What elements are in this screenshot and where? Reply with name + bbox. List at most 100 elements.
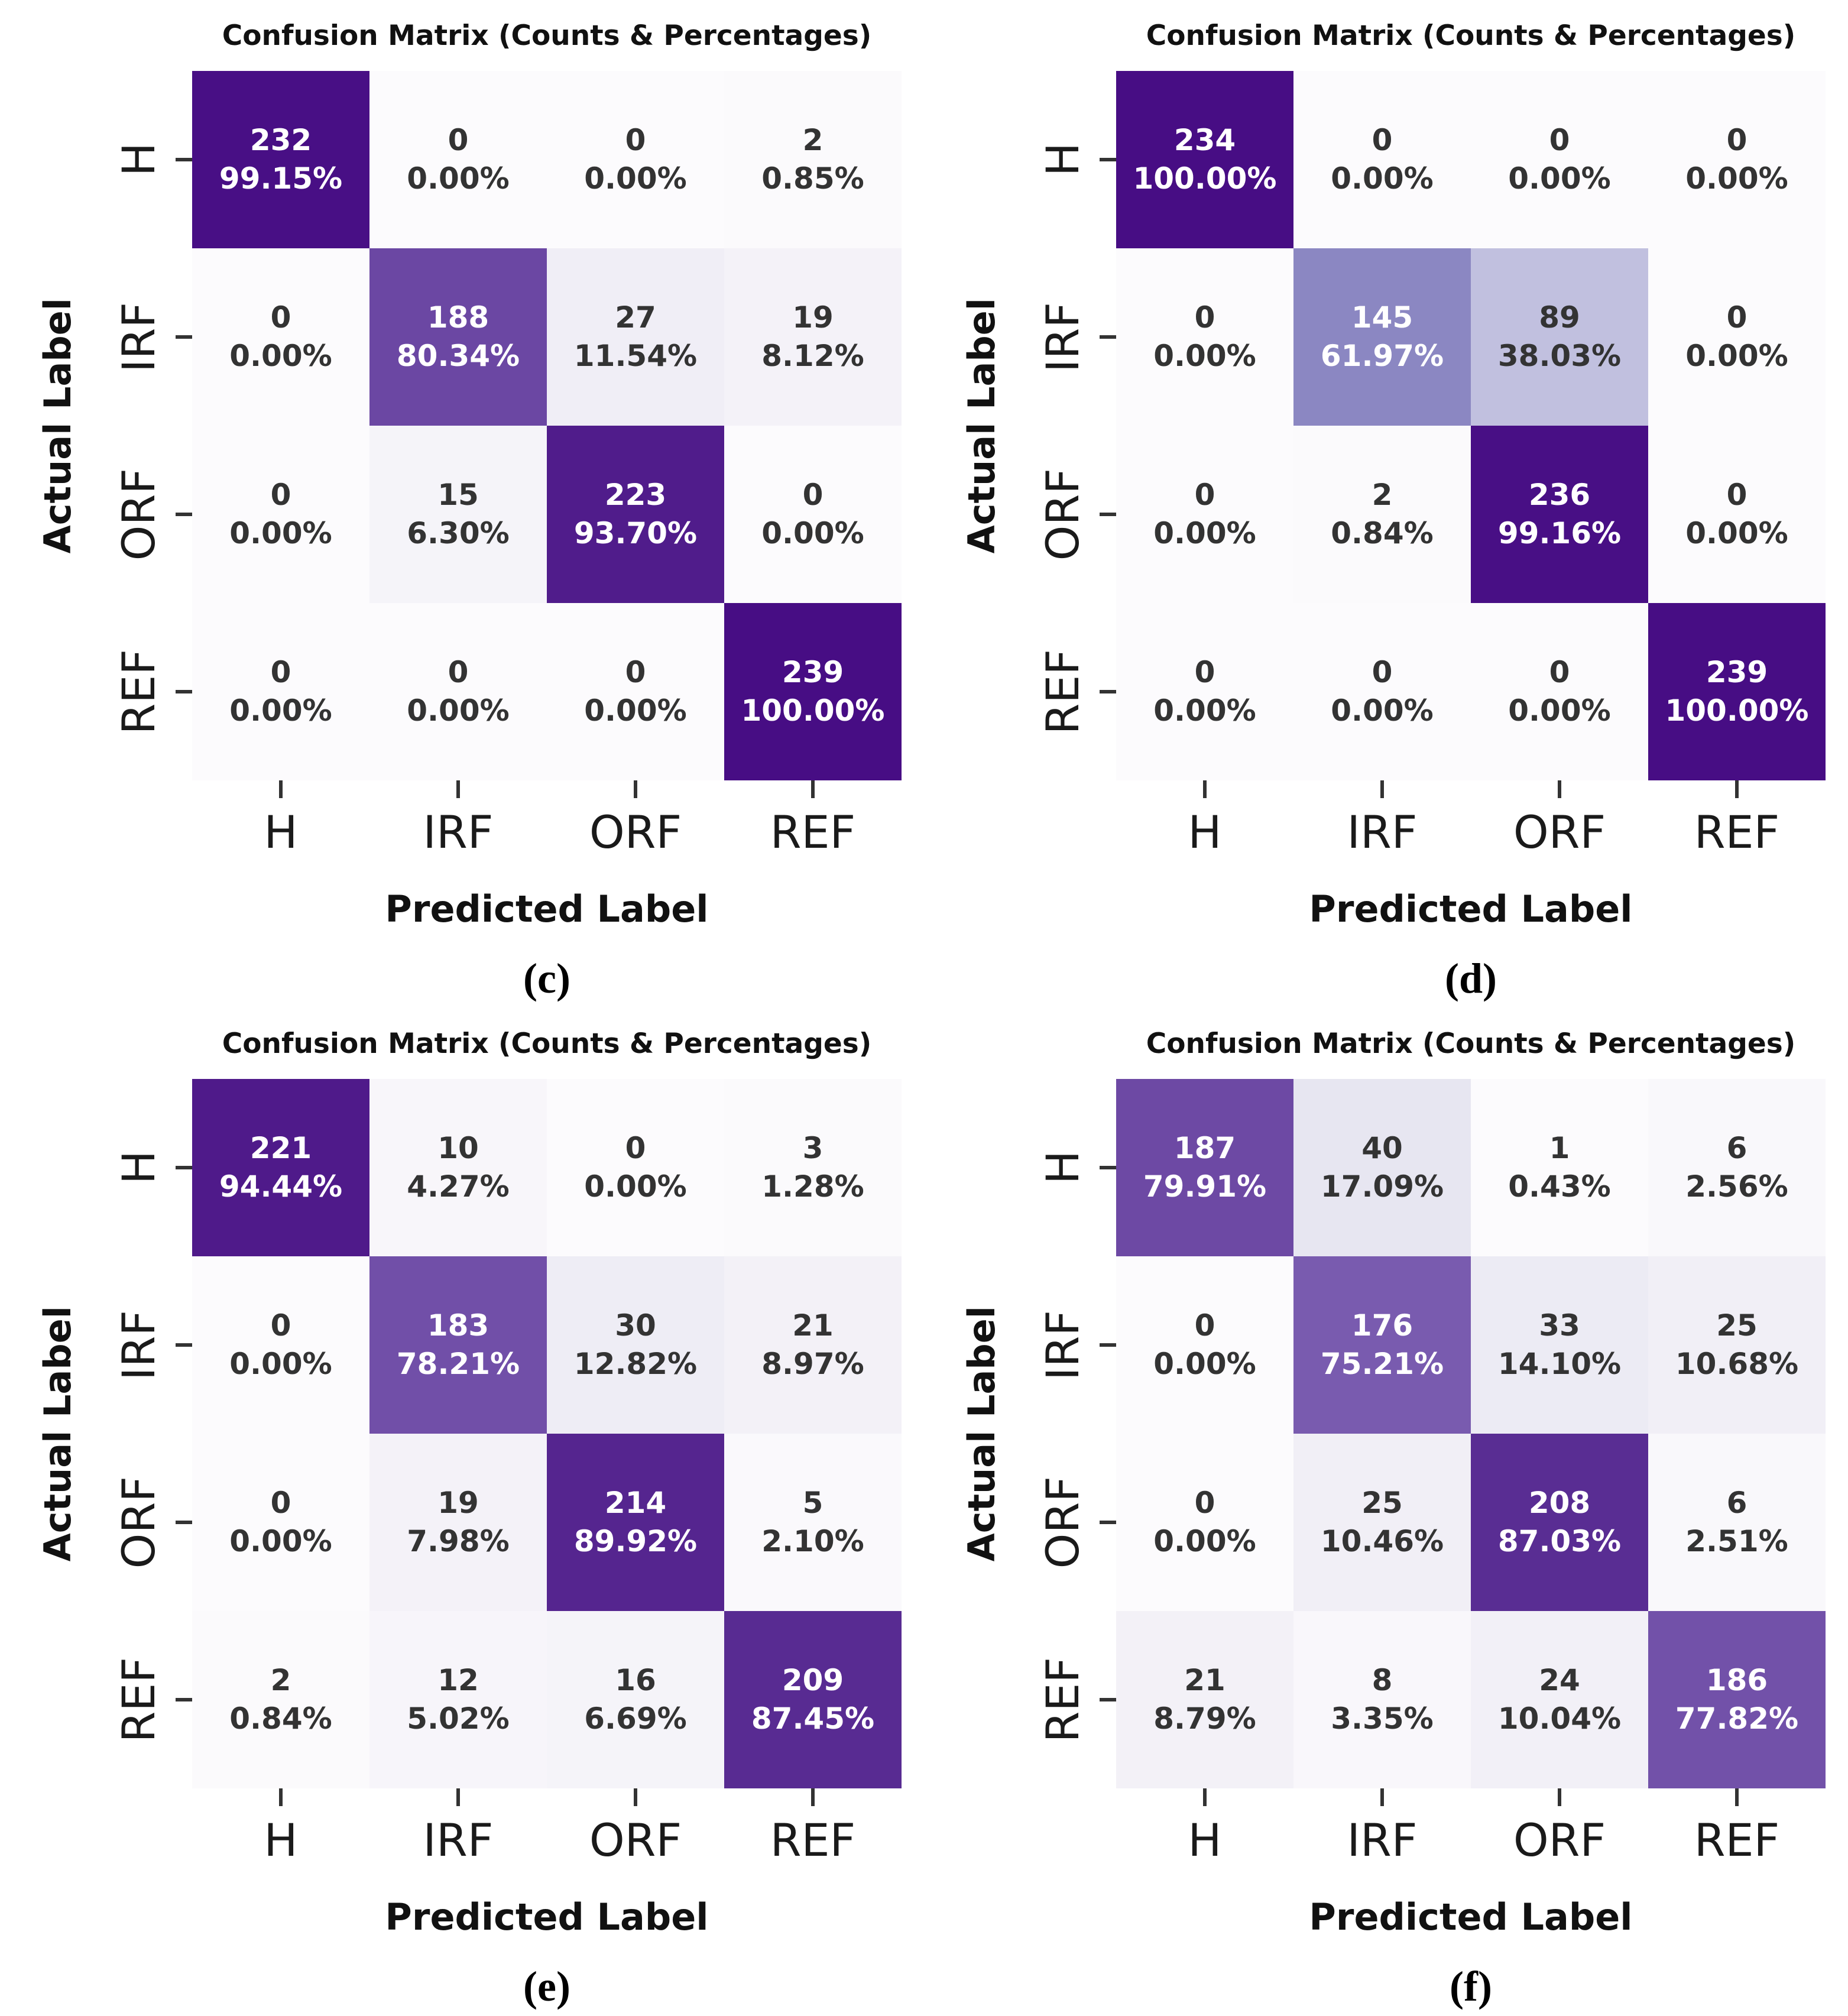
cell-count: 2 — [1372, 478, 1393, 512]
cell-count: 25 — [1361, 1486, 1403, 1520]
x-tick-label: ORF — [1513, 1814, 1606, 1866]
cell-percentage: 61.97% — [1320, 339, 1444, 373]
cell-count: 0 — [1726, 300, 1748, 335]
cell-percentage: 0.00% — [229, 1347, 332, 1381]
cell-count: 6 — [1726, 1486, 1748, 1520]
heatmap-cell: 0 0.00% — [192, 1256, 369, 1434]
x-axis-ticks: H IRF ORF REF — [192, 780, 902, 878]
y-tick-mark — [1100, 1166, 1116, 1169]
heatmap-cell: 8 3.35% — [1293, 1611, 1471, 1788]
heatmap-cell: 24 10.04% — [1471, 1611, 1648, 1788]
cell-count: 12 — [437, 1663, 479, 1697]
heatmap-cell: 0 0.00% — [1116, 1256, 1293, 1434]
chart-title: Confusion Matrix (Counts & Percentages) — [1146, 19, 1796, 52]
x-tick-mark — [279, 1788, 283, 1806]
cell-percentage: 0.00% — [229, 339, 332, 373]
chart-title: Confusion Matrix (Counts & Percentages) — [222, 1027, 872, 1060]
x-tick-label: H — [1188, 806, 1222, 858]
heatmap-cell: 6 2.51% — [1648, 1434, 1826, 1611]
x-tick: IRF — [1293, 1788, 1471, 1886]
cell-percentage: 0.00% — [407, 161, 510, 196]
x-tick: REF — [724, 780, 902, 878]
heatmap-cell: 209 87.45% — [724, 1611, 902, 1788]
cell-count: 0 — [1372, 123, 1393, 157]
x-axis-label: Predicted Label — [1309, 1895, 1633, 1939]
x-tick: ORF — [1471, 780, 1648, 878]
cell-count: 0 — [1549, 123, 1570, 157]
y-tick: H — [83, 71, 192, 248]
heatmap-cell: 221 94.44% — [192, 1079, 369, 1256]
cell-percentage: 0.00% — [407, 693, 510, 728]
cell-count: 27 — [615, 300, 656, 335]
cell-count: 0 — [625, 1131, 646, 1165]
cell-percentage: 0.43% — [1508, 1169, 1611, 1204]
cell-count: 5 — [802, 1486, 824, 1520]
cell-percentage: 0.00% — [1331, 693, 1434, 728]
y-tick-mark — [1100, 1698, 1116, 1701]
panel-caption: (f) — [1450, 1963, 1492, 2010]
cell-count: 176 — [1351, 1308, 1413, 1343]
y-tick: H — [1007, 71, 1116, 248]
y-axis-label-text: Actual Label — [36, 1305, 79, 1562]
heatmap-cell: 0 0.00% — [547, 1079, 724, 1256]
cell-count: 208 — [1528, 1486, 1591, 1520]
cell-count: 221 — [249, 1131, 312, 1165]
cell-percentage: 87.03% — [1497, 1524, 1622, 1558]
cell-percentage: 10.46% — [1320, 1524, 1444, 1558]
y-tick-mark — [1100, 158, 1116, 161]
confusion-matrix-panel-e: Confusion Matrix (Counts & Percentages) … — [0, 1008, 924, 2016]
y-tick-mark — [1100, 1343, 1116, 1347]
y-axis-label: Actual Label — [957, 71, 1007, 780]
cell-percentage: 2.10% — [761, 1524, 864, 1558]
cell-percentage: 5.02% — [407, 1701, 510, 1736]
y-tick-label: IRF — [112, 302, 165, 372]
heatmap-cell: 239 100.00% — [724, 603, 902, 780]
cell-count: 0 — [448, 123, 469, 157]
heatmap-cell: 208 87.03% — [1471, 1434, 1648, 1611]
heatmap-cell: 16 6.69% — [547, 1611, 724, 1788]
y-tick-label: ORF — [112, 468, 165, 561]
x-tick-mark — [811, 1788, 815, 1806]
cell-percentage: 6.30% — [407, 516, 510, 550]
cell-percentage: 77.82% — [1675, 1701, 1799, 1736]
x-tick-mark — [456, 1788, 460, 1806]
heatmap-cell: 0 0.00% — [1648, 71, 1826, 248]
cell-percentage: 0.00% — [584, 1169, 687, 1204]
heatmap-cell: 183 78.21% — [369, 1256, 547, 1434]
x-tick-mark — [456, 780, 460, 798]
heatmap-cell: 0 0.00% — [369, 603, 547, 780]
cell-percentage: 0.00% — [1153, 516, 1256, 550]
heatmap-cell: 0 0.00% — [1293, 603, 1471, 780]
cell-percentage: 79.91% — [1143, 1169, 1267, 1204]
heatmap-cell: 27 11.54% — [547, 248, 724, 426]
heatmap-cell: 0 0.00% — [1116, 426, 1293, 603]
y-tick-mark — [176, 1343, 192, 1347]
cell-percentage: 78.21% — [396, 1347, 520, 1381]
heatmap-cell: 187 79.91% — [1116, 1079, 1293, 1256]
cell-count: 0 — [1372, 655, 1393, 689]
heatmap-cell: 15 6.30% — [369, 426, 547, 603]
heatmap-cell: 2 0.84% — [192, 1611, 369, 1788]
heatmap-cell: 0 0.00% — [192, 426, 369, 603]
cell-percentage: 11.54% — [573, 339, 698, 373]
y-axis-ticks: H IRF ORF REF — [83, 1079, 192, 1788]
heatmap-cell: 1 0.43% — [1471, 1079, 1648, 1256]
cell-count: 19 — [437, 1486, 479, 1520]
y-tick-mark — [176, 1166, 192, 1169]
y-tick-label: REF — [112, 649, 165, 735]
x-tick-label: ORF — [1513, 806, 1606, 858]
cell-percentage: 89.92% — [573, 1524, 698, 1558]
cell-percentage: 100.00% — [1133, 161, 1277, 196]
cell-percentage: 0.00% — [1508, 161, 1611, 196]
heatmap-cell: 40 17.09% — [1293, 1079, 1471, 1256]
cell-count: 0 — [1549, 655, 1570, 689]
y-axis-label: Actual Label — [33, 1079, 83, 1788]
heatmap-cell: 33 14.10% — [1471, 1256, 1648, 1434]
cell-count: 0 — [625, 655, 646, 689]
cell-percentage: 0.00% — [1153, 339, 1256, 373]
heatmap-cell: 6 2.56% — [1648, 1079, 1826, 1256]
cell-percentage: 93.70% — [573, 516, 698, 550]
cell-count: 0 — [802, 478, 824, 512]
heatmap-cell: 25 10.46% — [1293, 1434, 1471, 1611]
